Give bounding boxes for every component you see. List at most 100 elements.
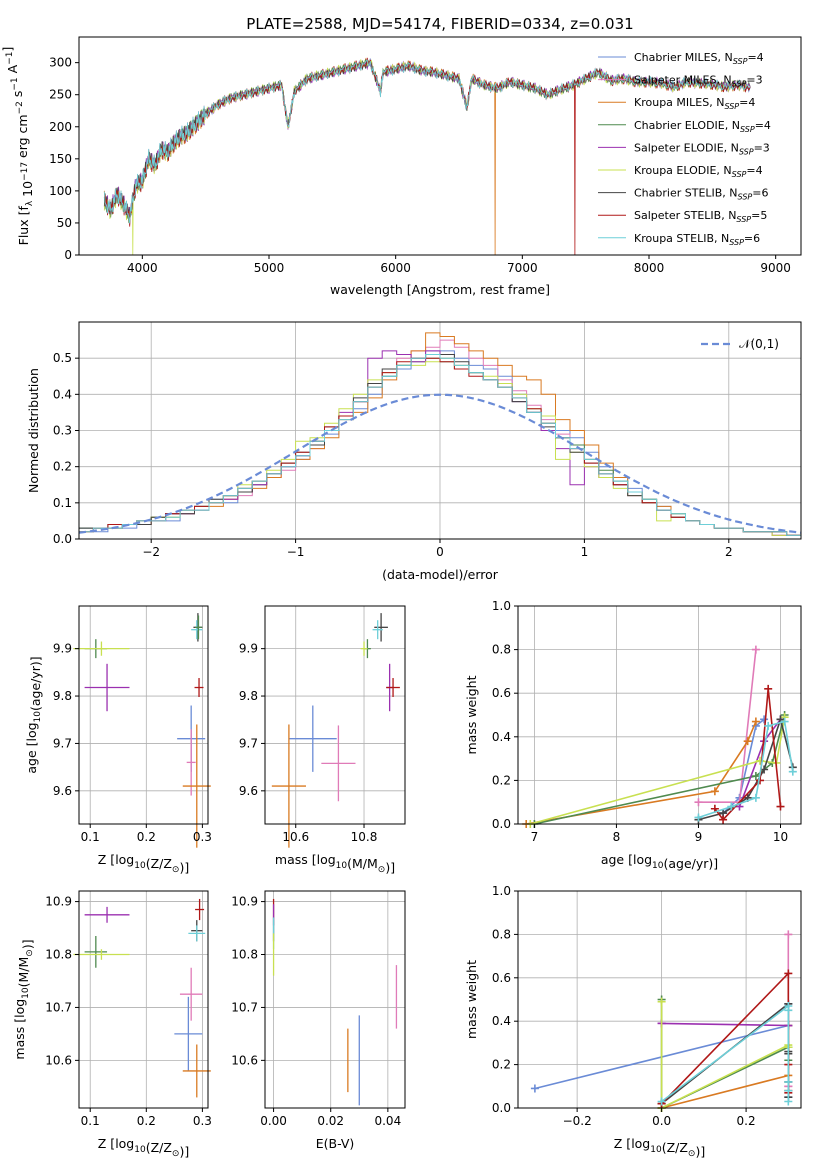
x-tick-label: 10.6 xyxy=(282,830,309,844)
y-tick-label: 9.9 xyxy=(239,642,258,656)
y-tick-label: 10.7 xyxy=(231,1000,258,1014)
plus-marker xyxy=(719,815,728,824)
histogram-series xyxy=(79,354,801,536)
x-tick-label: 4000 xyxy=(127,261,158,275)
mass-weight-series-line xyxy=(530,717,786,825)
plus-marker xyxy=(751,717,760,726)
y-tick-label: 0.8 xyxy=(492,927,511,941)
mass-vs-metallicity-panel: 0.1 0.2 0.3 10.6 10.7 10.8 10.9 Z [log10(Z/Z⊙)]… xyxy=(12,890,212,1159)
residual-histogram-panel: −2 −1 0 1 2 0.0 0.1 0.2 0.3 0.4 0.5 (data-model)/er… xyxy=(26,321,802,582)
plus-marker xyxy=(784,1086,793,1095)
legend-label: Kroupa ELODIE, NSSP=4 xyxy=(634,164,763,179)
plus-marker xyxy=(764,684,773,693)
x-tick-label: 0.3 xyxy=(193,830,212,844)
figure-title: PLATE=2588, MJD=54174, FIBERID=0334, z=0… xyxy=(246,15,633,33)
y-tick-label: 9.8 xyxy=(239,689,258,703)
legend-label: 𝒩(0,1) xyxy=(739,337,779,351)
x-axis-label: Z [log10(Z/Z⊙)] xyxy=(614,1136,705,1159)
x-tick-label: 8000 xyxy=(634,261,665,275)
axes-frame xyxy=(264,605,406,825)
x-tick-label: 0.02 xyxy=(317,1114,344,1128)
legend-label: Chabrier MILES, NSSP=4 xyxy=(634,51,764,66)
y-tick-label: 0.0 xyxy=(492,817,511,831)
x-tick-label: 7000 xyxy=(507,261,538,275)
y-tick-label: 150 xyxy=(49,152,72,166)
y-tick-label: 0.1 xyxy=(53,496,72,510)
y-tick-label: 0.2 xyxy=(492,773,511,787)
plus-marker xyxy=(784,930,793,939)
x-axis-label: age [log10(age/yr)] xyxy=(601,852,718,871)
x-tick-label: 10.8 xyxy=(351,830,378,844)
x-tick-label: 1 xyxy=(581,545,589,559)
y-tick-label: 10.7 xyxy=(45,1000,72,1014)
plus-marker xyxy=(784,1097,793,1106)
plus-marker xyxy=(751,772,760,781)
x-tick-label: 0.00 xyxy=(260,1114,287,1128)
axes-frame xyxy=(517,890,802,1109)
plus-marker xyxy=(760,715,769,724)
plus-marker xyxy=(776,802,785,811)
mass-vs-reddening-panel: 0.00 0.02 0.04 10.6 10.7 10.8 10.9 E(B-V) xyxy=(231,890,406,1151)
x-tick-label: 2 xyxy=(725,545,733,559)
y-tick-label: 0.4 xyxy=(53,387,72,401)
axes-frame xyxy=(517,605,802,825)
y-tick-label: 1.0 xyxy=(492,599,511,613)
plus-marker xyxy=(751,645,760,654)
y-tick-label: 0.4 xyxy=(492,730,511,744)
axes-frame xyxy=(264,890,406,1109)
plus-marker xyxy=(657,997,666,1006)
y-tick-label: 10.6 xyxy=(231,1053,258,1067)
x-tick-label: −0.2 xyxy=(563,1114,592,1128)
spectrum-series-line xyxy=(103,57,751,255)
mass-weight-series-line xyxy=(661,971,790,1105)
x-tick-label: 0.04 xyxy=(374,1114,401,1128)
y-tick-label: 10.8 xyxy=(45,948,72,962)
y-tick-label: 0.0 xyxy=(53,532,72,546)
x-axis-label: Z [log10(Z/Z⊙)] xyxy=(98,1136,189,1159)
x-axis-label: wavelength [Angstrom, rest frame] xyxy=(330,282,550,297)
y-tick-label: 9.7 xyxy=(53,736,72,750)
x-tick-label: 7 xyxy=(531,830,539,844)
plus-marker xyxy=(780,717,789,726)
age-vs-mass-panel: 10.6 10.8 9.6 9.7 9.8 9.9 mass [log10(M/M⊙)] xyxy=(239,605,406,875)
mass-weight-series-line xyxy=(698,649,757,803)
plus-marker xyxy=(784,1077,793,1086)
x-tick-label: 10 xyxy=(773,830,788,844)
plus-marker xyxy=(784,969,793,978)
y-tick-label: 0.3 xyxy=(53,424,72,438)
axes-frame xyxy=(78,605,209,825)
x-tick-label: 0.2 xyxy=(737,1114,756,1128)
x-tick-label: 8 xyxy=(613,830,621,844)
x-tick-label: −2 xyxy=(142,545,160,559)
plus-marker xyxy=(751,793,760,802)
y-tick-label: 0.0 xyxy=(492,1101,511,1115)
x-axis-label: mass [log10(M/M⊙)] xyxy=(275,852,395,875)
y-tick-label: 10.8 xyxy=(231,948,258,962)
plus-marker xyxy=(784,1006,793,1015)
legend-label: Salpeter STELIB, NSSP=5 xyxy=(634,209,767,224)
spectrum-series-line xyxy=(103,59,751,224)
plus-marker xyxy=(788,767,797,776)
x-tick-label: −1 xyxy=(287,545,305,559)
y-axis-label: age [log10(age/yr)] xyxy=(24,656,43,773)
x-axis-label: E(B-V) xyxy=(316,1136,355,1151)
x-axis-label: Z [log10(Z/Z⊙)] xyxy=(98,852,189,875)
y-tick-label: 250 xyxy=(49,88,72,102)
y-tick-label: 1.0 xyxy=(492,884,511,898)
y-tick-label: 10.9 xyxy=(231,895,258,909)
plus-marker xyxy=(657,1097,666,1106)
y-tick-label: 9.6 xyxy=(239,784,258,798)
x-tick-label: 9000 xyxy=(760,261,791,275)
normal-reference-curve xyxy=(78,393,802,534)
y-tick-label: 10.9 xyxy=(45,895,72,909)
x-tick-label: 0.3 xyxy=(193,1114,212,1128)
plus-marker xyxy=(694,798,703,807)
y-tick-label: 0.5 xyxy=(53,351,72,365)
y-axis-label: Normed distribution xyxy=(26,368,41,493)
spectrum-lines xyxy=(103,57,751,255)
axes-frame xyxy=(78,36,802,256)
y-tick-label: 0.2 xyxy=(492,1058,511,1072)
y-tick-label: 300 xyxy=(49,56,72,70)
y-tick-label: 9.9 xyxy=(53,642,72,656)
